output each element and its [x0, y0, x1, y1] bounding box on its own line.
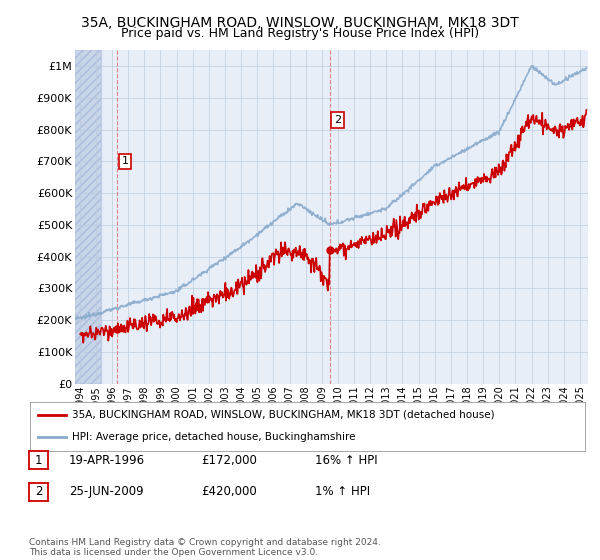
- Text: £420,000: £420,000: [201, 485, 257, 498]
- Text: 19-APR-1996: 19-APR-1996: [69, 454, 145, 467]
- Text: 1: 1: [35, 454, 42, 467]
- Bar: [75, 50, 101, 384]
- Text: 2: 2: [35, 485, 42, 498]
- Bar: [75, 50, 101, 384]
- Text: Contains HM Land Registry data © Crown copyright and database right 2024.
This d: Contains HM Land Registry data © Crown c…: [29, 538, 380, 557]
- Text: 35A, BUCKINGHAM ROAD, WINSLOW, BUCKINGHAM, MK18 3DT: 35A, BUCKINGHAM ROAD, WINSLOW, BUCKINGHA…: [81, 16, 519, 30]
- Text: 16% ↑ HPI: 16% ↑ HPI: [315, 454, 377, 467]
- Text: Price paid vs. HM Land Registry's House Price Index (HPI): Price paid vs. HM Land Registry's House …: [121, 27, 479, 40]
- Text: HPI: Average price, detached house, Buckinghamshire: HPI: Average price, detached house, Buck…: [71, 432, 355, 442]
- Text: 2: 2: [334, 115, 341, 125]
- Text: 35A, BUCKINGHAM ROAD, WINSLOW, BUCKINGHAM, MK18 3DT (detached house): 35A, BUCKINGHAM ROAD, WINSLOW, BUCKINGHA…: [71, 410, 494, 420]
- Text: 1: 1: [122, 156, 128, 166]
- Text: 25-JUN-2009: 25-JUN-2009: [69, 485, 143, 498]
- Text: £172,000: £172,000: [201, 454, 257, 467]
- Text: 1% ↑ HPI: 1% ↑ HPI: [315, 485, 370, 498]
